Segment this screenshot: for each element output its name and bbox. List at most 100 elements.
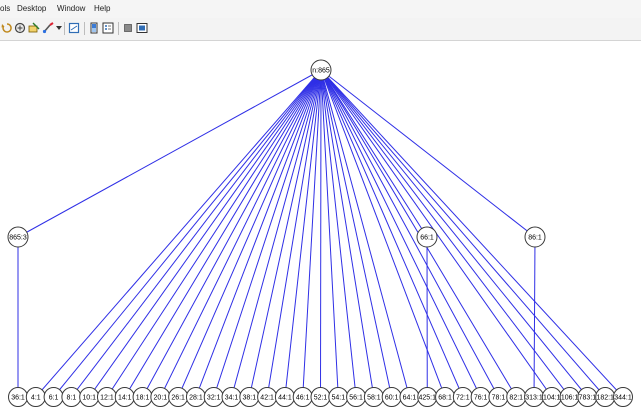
edge-root-to-branch: [17, 69, 322, 238]
leaf-node[interactable]: 52:1: [310, 387, 331, 407]
figure-canvas[interactable]: n:865 865:3 66:1 86:1 36:1 4:1 6:1 8:1 10:1 12:1 1…: [0, 41, 641, 416]
leaf-node[interactable]: 42:1: [257, 387, 278, 407]
edge-root-to-leaf: [320, 69, 464, 398]
edge-root-to-leaf: [70, 69, 322, 398]
leaf-node[interactable]: 64:1: [399, 387, 420, 407]
leaf-node[interactable]: 68:1: [435, 387, 456, 407]
leaf-node[interactable]: 32:1: [203, 387, 224, 407]
leaf-node-label: 34:1: [225, 395, 239, 402]
insert-colorbar-icon[interactable]: [88, 21, 100, 35]
leaf-node[interactable]: 34:1: [221, 387, 242, 407]
leaf-node[interactable]: 18:1: [132, 387, 153, 407]
show-plot-tools-icon[interactable]: [136, 21, 148, 35]
leaf-node[interactable]: 28:1: [185, 387, 206, 407]
leaf-node[interactable]: 104:1: [541, 387, 562, 407]
leaf-node[interactable]: 36:1: [8, 387, 28, 407]
leaf-node-label: 104:1: [543, 395, 561, 402]
branch-node[interactable]: 86:1: [524, 226, 546, 248]
leaf-node-label: 56:1: [349, 395, 363, 402]
leaf-node-label: 46:1: [296, 395, 310, 402]
leaf-node-label: 68:1: [438, 395, 452, 402]
insert-legend-icon[interactable]: [102, 21, 114, 35]
leaf-node[interactable]: 14:1: [114, 387, 135, 407]
edge-root-to-leaf: [320, 69, 499, 398]
leaf-node-label: 76:1: [474, 395, 488, 402]
leaf-node[interactable]: 783:1: [577, 387, 598, 407]
leaf-node-label: 10:1: [82, 395, 96, 402]
branch-node[interactable]: 66:1: [416, 226, 438, 248]
leaf-node[interactable]: 72:1: [452, 387, 473, 407]
menu-desktop[interactable]: Desktop: [17, 4, 47, 13]
branch-node-label: 865:3: [9, 235, 27, 242]
edge-root-to-leaf: [320, 69, 606, 398]
leaf-node-label: 26:1: [171, 395, 185, 402]
menu-bar: ols Desktop Window Help: [0, 0, 641, 18]
leaf-node-label: 82:1: [509, 395, 523, 402]
leaf-node-label: 14:1: [118, 395, 132, 402]
edge-root-to-leaf: [88, 69, 322, 398]
leaf-node-label: 12:1: [100, 395, 114, 402]
leaf-node[interactable]: 58:1: [363, 387, 384, 407]
leaf-node[interactable]: 26:1: [168, 387, 189, 407]
edge-root-to-leaf: [320, 69, 393, 398]
leaf-node-label: 6:1: [49, 395, 59, 402]
edge-root-to-leaf: [106, 69, 322, 398]
leaf-node-label: 18:1: [136, 395, 150, 402]
leaf-node-label: 20:1: [154, 395, 168, 402]
branch-node[interactable]: 865:3: [7, 226, 29, 248]
edge-root-to-leaf: [320, 69, 446, 398]
leaf-node[interactable]: 4:1: [25, 387, 46, 407]
leaf-node[interactable]: 344:1: [613, 387, 633, 407]
menu-tools[interactable]: ols: [0, 4, 11, 13]
leaf-node[interactable]: 82:1: [506, 387, 527, 407]
leaf-node[interactable]: 38:1: [239, 387, 260, 407]
edge-root-to-leaf: [320, 69, 357, 398]
edge-root-to-leaf: [320, 69, 588, 398]
leaf-node[interactable]: 46:1: [292, 387, 313, 407]
edge-root-to-leaf: [159, 69, 322, 398]
menu-window[interactable]: Window: [57, 4, 86, 13]
leaf-node[interactable]: 6:1: [43, 387, 64, 407]
edge-root-to-leaf: [195, 69, 322, 398]
edge-root-to-leaf: [231, 69, 322, 398]
leaf-node[interactable]: 12:1: [96, 387, 117, 407]
menu-help[interactable]: Help: [94, 4, 111, 13]
dropdown-arrow-icon[interactable]: [55, 21, 62, 35]
leaf-node[interactable]: 106:1: [559, 387, 580, 407]
leaf-node-label: 58:1: [367, 395, 381, 402]
data-cursor-icon[interactable]: [28, 21, 40, 35]
toolbar-separator: [118, 22, 119, 35]
leaf-node[interactable]: 56:1: [346, 387, 367, 407]
leaf-node[interactable]: 182:1: [595, 387, 616, 407]
edge-root-to-leaf: [53, 69, 322, 398]
hide-plot-tools-icon[interactable]: [122, 21, 134, 35]
pan-icon[interactable]: [14, 21, 26, 35]
leaf-node-label: 42:1: [260, 395, 274, 402]
leaf-node[interactable]: 54:1: [328, 387, 349, 407]
leaf-node-label: 78:1: [492, 395, 506, 402]
leaf-node[interactable]: 76:1: [470, 387, 491, 407]
leaf-node[interactable]: 78:1: [488, 387, 509, 407]
branch-node-label: 86:1: [528, 235, 542, 242]
brush-icon[interactable]: [42, 21, 54, 35]
leaf-node[interactable]: 60:1: [381, 387, 402, 407]
tree-plot: n:865 865:3 66:1 86:1 36:1 4:1 6:1 8:1 10:1 12:1 1…: [7, 59, 633, 407]
leaf-node[interactable]: 8:1: [61, 387, 82, 407]
leaf-node-circle: [613, 387, 633, 407]
leaf-node[interactable]: 20:1: [150, 387, 171, 407]
leaf-node-label: 783:1: [579, 395, 597, 402]
root-node[interactable]: n:865: [310, 59, 332, 81]
edge-root-to-branch: [320, 69, 536, 238]
edge-root-to-leaf: [320, 69, 410, 398]
figure-toolbar: [0, 18, 641, 41]
leaf-node[interactable]: 44:1: [274, 387, 295, 407]
leaf-node-label: 344:1: [614, 395, 632, 402]
rotate-icon[interactable]: [1, 21, 13, 35]
edge-root-to-leaf: [213, 69, 322, 398]
leaf-node[interactable]: 313:1: [524, 387, 545, 407]
root-node-label: n:865: [312, 68, 330, 75]
edge-root-to-leaf: [320, 69, 624, 398]
print-icon[interactable]: [68, 21, 80, 35]
leaf-node[interactable]: 425:1: [417, 387, 438, 407]
leaf-node[interactable]: 10:1: [79, 387, 100, 407]
